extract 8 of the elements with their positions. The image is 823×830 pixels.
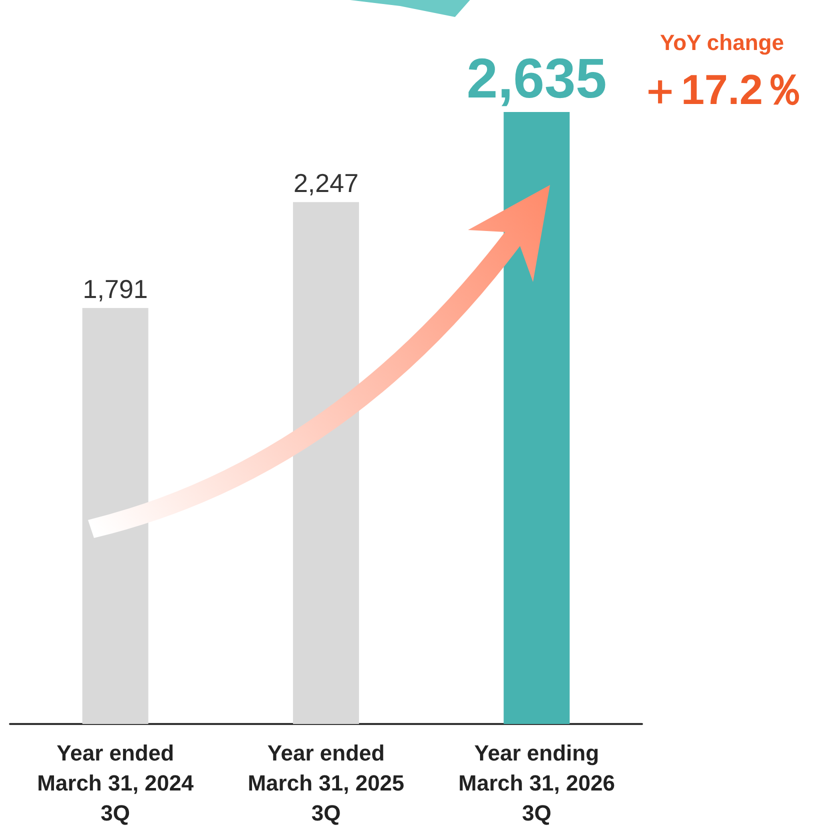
x-tick-label: Year ended March 31, 2025 3Q bbox=[248, 740, 404, 826]
x-tick-label: Year ending March 31, 2026 3Q bbox=[458, 740, 615, 826]
x-tick-label: Year ended March 31, 2024 3Q bbox=[37, 740, 194, 826]
annotation: ＋17.2％ bbox=[639, 65, 805, 115]
data-label: 1,791 bbox=[82, 274, 148, 304]
text: YoY change bbox=[660, 30, 784, 56]
data-label: 2,247 bbox=[293, 168, 359, 198]
data-label: 2,635 bbox=[466, 46, 607, 110]
